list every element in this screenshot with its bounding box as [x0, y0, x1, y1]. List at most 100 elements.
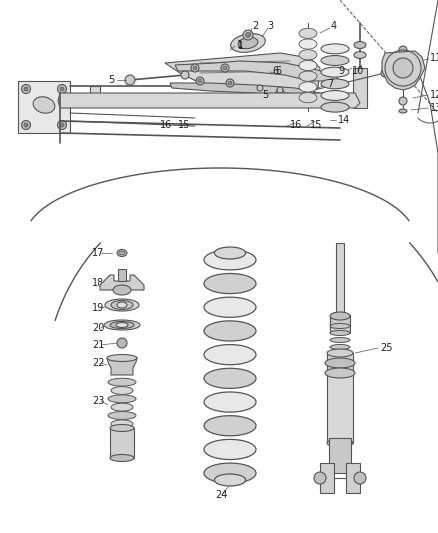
Ellipse shape — [299, 60, 317, 70]
Circle shape — [21, 120, 31, 130]
Circle shape — [354, 472, 366, 484]
Text: 16: 16 — [290, 120, 302, 130]
Ellipse shape — [108, 411, 136, 419]
Text: 7: 7 — [327, 79, 333, 89]
Ellipse shape — [204, 344, 256, 365]
Polygon shape — [382, 51, 425, 90]
Circle shape — [228, 81, 232, 85]
Text: 10: 10 — [352, 66, 364, 76]
Ellipse shape — [354, 42, 366, 49]
Circle shape — [57, 120, 67, 130]
Circle shape — [24, 123, 28, 127]
Ellipse shape — [104, 320, 140, 330]
Ellipse shape — [299, 50, 317, 60]
Circle shape — [272, 98, 278, 104]
Ellipse shape — [354, 52, 366, 59]
Ellipse shape — [299, 71, 317, 82]
Circle shape — [306, 87, 314, 95]
Ellipse shape — [321, 55, 349, 66]
Circle shape — [292, 98, 298, 104]
Text: 6: 6 — [272, 66, 278, 76]
Ellipse shape — [330, 330, 350, 335]
Ellipse shape — [325, 368, 355, 378]
Text: 18: 18 — [92, 278, 104, 288]
Ellipse shape — [108, 395, 136, 403]
Text: 11: 11 — [430, 53, 438, 63]
Text: 22: 22 — [92, 358, 105, 368]
Circle shape — [57, 85, 67, 93]
Ellipse shape — [321, 79, 349, 89]
Polygon shape — [175, 61, 340, 81]
Circle shape — [60, 87, 64, 91]
Text: 4: 4 — [331, 21, 337, 31]
Text: 5: 5 — [262, 90, 268, 100]
Circle shape — [246, 33, 251, 37]
Ellipse shape — [110, 321, 134, 328]
Text: 2: 2 — [252, 21, 258, 31]
Ellipse shape — [231, 34, 265, 52]
Circle shape — [196, 77, 204, 85]
Ellipse shape — [110, 424, 134, 432]
Circle shape — [125, 75, 135, 85]
Ellipse shape — [330, 312, 350, 320]
Text: 14: 14 — [338, 115, 350, 125]
Circle shape — [399, 97, 407, 105]
Circle shape — [198, 79, 202, 83]
Ellipse shape — [399, 109, 407, 113]
Circle shape — [381, 69, 389, 77]
Ellipse shape — [299, 82, 317, 92]
Bar — [118, 269, 126, 281]
Bar — [346, 463, 360, 493]
Circle shape — [399, 46, 407, 54]
Text: 21: 21 — [92, 340, 104, 350]
Text: 3: 3 — [267, 21, 273, 31]
Ellipse shape — [119, 251, 125, 255]
Text: 20: 20 — [92, 323, 104, 333]
Circle shape — [257, 85, 263, 91]
Text: 13: 13 — [430, 103, 438, 113]
Text: 9: 9 — [338, 66, 344, 76]
Circle shape — [191, 64, 199, 72]
Circle shape — [226, 79, 234, 87]
Polygon shape — [100, 275, 144, 290]
Circle shape — [181, 71, 189, 79]
Text: 5: 5 — [108, 75, 114, 85]
Bar — [327, 353, 353, 443]
Polygon shape — [107, 358, 137, 375]
Ellipse shape — [214, 247, 246, 259]
Circle shape — [117, 338, 127, 348]
Polygon shape — [58, 93, 360, 108]
Ellipse shape — [116, 322, 128, 327]
Ellipse shape — [117, 302, 127, 308]
Ellipse shape — [327, 439, 353, 447]
Circle shape — [193, 66, 197, 70]
Ellipse shape — [204, 463, 256, 483]
Text: 15: 15 — [178, 120, 191, 130]
Circle shape — [21, 85, 31, 93]
Ellipse shape — [204, 416, 256, 436]
Ellipse shape — [299, 39, 317, 49]
Polygon shape — [165, 53, 320, 93]
Text: 23: 23 — [92, 396, 104, 406]
Ellipse shape — [204, 250, 256, 270]
Ellipse shape — [327, 349, 353, 357]
Text: 16: 16 — [160, 120, 172, 130]
Circle shape — [243, 30, 253, 40]
Ellipse shape — [204, 273, 256, 294]
Ellipse shape — [330, 337, 350, 343]
Ellipse shape — [321, 91, 349, 100]
Ellipse shape — [107, 354, 137, 361]
Circle shape — [314, 472, 326, 484]
Ellipse shape — [299, 93, 317, 103]
Ellipse shape — [108, 378, 136, 386]
Ellipse shape — [113, 285, 131, 295]
Bar — [90, 86, 100, 95]
Circle shape — [223, 66, 227, 70]
Text: 24: 24 — [215, 490, 227, 500]
Ellipse shape — [238, 37, 258, 49]
Ellipse shape — [204, 297, 256, 317]
Polygon shape — [170, 83, 342, 105]
Text: 19: 19 — [92, 303, 104, 313]
Circle shape — [393, 58, 413, 78]
Ellipse shape — [33, 97, 55, 113]
